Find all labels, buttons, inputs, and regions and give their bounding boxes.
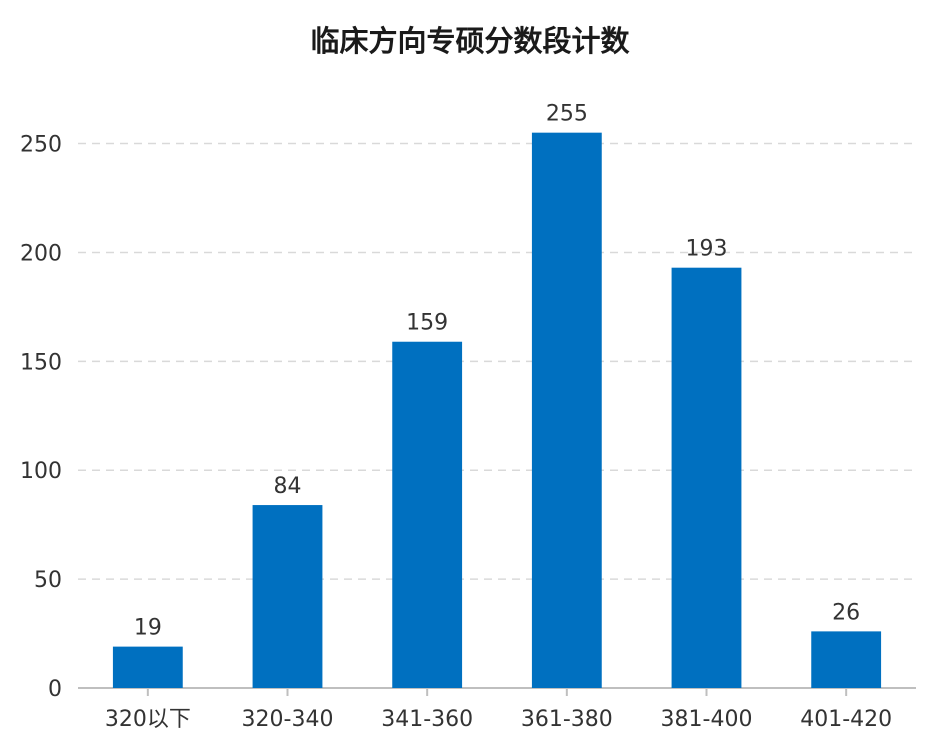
y-tick-label: 0 <box>48 677 62 702</box>
y-tick-label: 250 <box>20 133 62 158</box>
label-layer: 19 84 159 255 193 26 <box>134 102 860 641</box>
x-tick-label: 341-360 <box>381 707 473 732</box>
y-tick-label: 100 <box>20 459 62 484</box>
x-tick-label: 320以下 <box>105 707 191 732</box>
y-tick-label: 150 <box>20 350 62 375</box>
chart-title: 临床方向专硕分数段计数 <box>310 24 630 58</box>
bar <box>811 631 882 688</box>
axis-layer: 0 50 100 150 200 250 320以下 320-340 341-360 361-38… <box>20 133 916 732</box>
bar-value-label: 26 <box>832 600 860 625</box>
bar-value-label: 84 <box>274 474 302 499</box>
y-tick-label: 50 <box>34 568 62 593</box>
x-tick-label: 401-420 <box>800 707 892 732</box>
x-tick-label: 361-380 <box>521 707 613 732</box>
bar-layer <box>112 132 882 688</box>
bar <box>531 132 602 688</box>
bar-value-label: 193 <box>686 237 728 262</box>
bar <box>252 505 323 688</box>
bar <box>671 267 742 688</box>
bar <box>112 646 183 688</box>
bar-value-label: 19 <box>134 616 162 641</box>
x-tick-label: 381-400 <box>661 707 753 732</box>
grid-layer <box>78 142 916 580</box>
bar <box>392 341 463 688</box>
bar-value-label: 255 <box>546 102 588 127</box>
x-tick-label: 320-340 <box>242 707 334 732</box>
bar-value-label: 159 <box>406 311 448 336</box>
y-tick-label: 200 <box>20 241 62 266</box>
